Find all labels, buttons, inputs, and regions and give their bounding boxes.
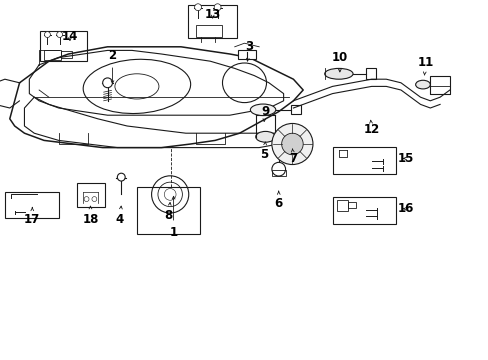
Bar bbox=[347, 202, 355, 208]
Bar bbox=[337, 200, 347, 211]
Bar bbox=[40, 31, 86, 61]
Text: 18: 18 bbox=[82, 206, 99, 226]
Text: 17: 17 bbox=[24, 207, 41, 226]
Circle shape bbox=[44, 32, 50, 37]
Ellipse shape bbox=[250, 104, 275, 116]
Circle shape bbox=[57, 32, 62, 37]
Text: 5: 5 bbox=[260, 142, 267, 161]
Text: 8: 8 bbox=[164, 203, 172, 222]
Text: 11: 11 bbox=[416, 57, 433, 75]
Text: 7: 7 bbox=[289, 149, 297, 165]
Bar bbox=[137, 187, 200, 234]
Bar bbox=[5, 192, 59, 218]
Text: 16: 16 bbox=[397, 202, 413, 215]
Bar bbox=[271, 170, 285, 176]
Bar bbox=[291, 105, 301, 114]
Ellipse shape bbox=[255, 131, 275, 142]
Text: 13: 13 bbox=[204, 8, 221, 21]
Bar bbox=[365, 68, 375, 79]
Text: 1: 1 bbox=[169, 196, 177, 239]
Text: 15: 15 bbox=[397, 152, 413, 165]
Text: 9: 9 bbox=[261, 105, 268, 122]
Circle shape bbox=[117, 173, 125, 181]
Circle shape bbox=[102, 78, 112, 88]
Bar bbox=[429, 76, 449, 94]
Text: 3: 3 bbox=[245, 40, 253, 61]
Bar bbox=[188, 5, 237, 38]
Text: 12: 12 bbox=[363, 120, 379, 136]
Text: 4: 4 bbox=[116, 206, 123, 226]
Bar bbox=[332, 147, 395, 174]
Ellipse shape bbox=[415, 80, 429, 89]
Ellipse shape bbox=[324, 68, 352, 79]
Bar bbox=[332, 197, 395, 224]
Bar bbox=[77, 183, 105, 207]
Text: 10: 10 bbox=[331, 51, 347, 72]
Bar bbox=[429, 86, 449, 94]
Text: 14: 14 bbox=[61, 30, 78, 42]
Circle shape bbox=[281, 133, 303, 155]
Bar bbox=[195, 25, 222, 37]
Bar bbox=[61, 51, 72, 58]
Text: 2: 2 bbox=[108, 49, 116, 84]
Circle shape bbox=[194, 4, 201, 11]
Circle shape bbox=[271, 123, 312, 165]
Bar bbox=[238, 50, 255, 59]
Bar bbox=[44, 50, 61, 60]
Circle shape bbox=[214, 4, 221, 11]
Text: 6: 6 bbox=[274, 191, 282, 210]
